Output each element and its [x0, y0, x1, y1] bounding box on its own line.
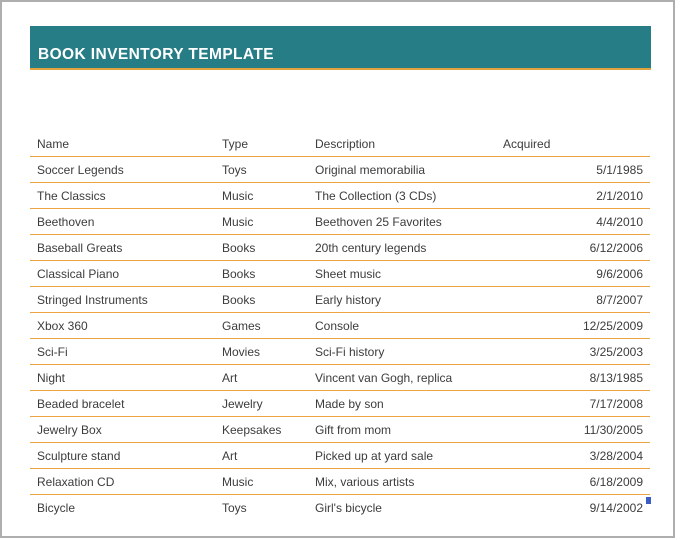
table-row: The Classics Music The Collection (3 CDs…	[30, 182, 650, 209]
cell-description[interactable]: Original memorabilia	[315, 156, 503, 183]
table-row: Beethoven Music Beethoven 25 Favorites 4…	[30, 208, 650, 235]
cell-type[interactable]: Music	[222, 182, 315, 209]
cell-type[interactable]: Art	[222, 364, 315, 391]
cell-description[interactable]: Vincent van Gogh, replica	[315, 364, 503, 391]
cell-name[interactable]: Sci-Fi	[30, 338, 222, 365]
cell-type[interactable]: Toys	[222, 156, 315, 183]
cell-name[interactable]: Sculpture stand	[30, 442, 222, 469]
cell-type[interactable]: Books	[222, 234, 315, 261]
title-banner: BOOK INVENTORY TEMPLATE	[30, 26, 651, 70]
cell-name[interactable]: Classical Piano	[30, 260, 222, 287]
cell-type[interactable]: Music	[222, 208, 315, 235]
cell-type[interactable]: Jewelry	[222, 390, 315, 417]
page-title[interactable]: BOOK INVENTORY TEMPLATE	[38, 46, 274, 63]
cell-description[interactable]: Mix, various artists	[315, 468, 503, 495]
cell-acquired[interactable]: 9/6/2006	[503, 260, 650, 287]
cell-type[interactable]: Books	[222, 286, 315, 313]
cell-name[interactable]: Xbox 360	[30, 312, 222, 339]
cell-description[interactable]: Girl's bicycle	[315, 500, 382, 515]
cell-acquired[interactable]: 9/14/2002	[589, 500, 643, 515]
cell-acquired[interactable]: 8/13/1985	[503, 364, 650, 391]
cell-name[interactable]: Stringed Instruments	[30, 286, 222, 313]
cell-type[interactable]: Keepsakes	[222, 416, 315, 443]
cell-description[interactable]: Gift from mom	[315, 416, 503, 443]
cell-description[interactable]: Made by son	[315, 390, 503, 417]
cell-description[interactable]: Console	[315, 312, 503, 339]
cell-acquired[interactable]: 2/1/2010	[503, 182, 650, 209]
table-row: Baseball Greats Books 20th century legen…	[30, 234, 650, 261]
cell-acquired[interactable]: 6/18/2009	[503, 468, 650, 495]
cell-acquired[interactable]: 3/25/2003	[503, 338, 650, 365]
cell-type[interactable]: Toys	[222, 500, 247, 515]
table-header-row: Name Type Description Acquired	[30, 132, 650, 157]
cell-name[interactable]: Beaded bracelet	[30, 390, 222, 417]
table-row: Sculpture stand Art Picked up at yard sa…	[30, 442, 650, 469]
cell-description[interactable]: Early history	[315, 286, 503, 313]
table-row: Jewelry Box Keepsakes Gift from mom 11/3…	[30, 416, 650, 443]
table-row: Relaxation CD Music Mix, various artists…	[30, 468, 650, 495]
table-row: Sci-Fi Movies Sci-Fi history 3/25/2003	[30, 338, 650, 365]
cell-description[interactable]: Beethoven 25 Favorites	[315, 208, 503, 235]
table-row: Soccer Legends Toys Original memorabilia…	[30, 156, 650, 183]
cell-name[interactable]: Relaxation CD	[30, 468, 222, 495]
cell-acquired[interactable]: 5/1/1985	[503, 156, 650, 183]
cell-name[interactable]: Baseball Greats	[30, 234, 222, 261]
cell-type[interactable]: Music	[222, 468, 315, 495]
col-header-name[interactable]: Name	[30, 132, 222, 157]
col-header-acquired[interactable]: Acquired	[503, 132, 650, 157]
cell-type[interactable]: Art	[222, 442, 315, 469]
table-row: Bicycle Toys Girl's bicycle 9/14/2002	[30, 495, 650, 521]
cell-description[interactable]: 20th century legends	[315, 234, 503, 261]
cell-acquired[interactable]: 6/12/2006	[503, 234, 650, 261]
cell-type[interactable]: Games	[222, 312, 315, 339]
table-row: Night Art Vincent van Gogh, replica 8/13…	[30, 364, 650, 391]
cell-acquired[interactable]: 12/25/2009	[503, 312, 650, 339]
cell-type[interactable]: Books	[222, 260, 315, 287]
cell-name[interactable]: Soccer Legends	[30, 156, 222, 183]
cell-name[interactable]: The Classics	[30, 182, 222, 209]
cell-description[interactable]: The Collection (3 CDs)	[315, 182, 503, 209]
inventory-table: Name Type Description Acquired Soccer Le…	[30, 132, 650, 520]
cell-description[interactable]: Sci-Fi history	[315, 338, 503, 365]
table-row: Classical Piano Books Sheet music 9/6/20…	[30, 260, 650, 287]
cell-acquired[interactable]: 4/4/2010	[503, 208, 650, 235]
cell-acquired[interactable]: 8/7/2007	[503, 286, 650, 313]
table-row: Xbox 360 Games Console 12/25/2009	[30, 312, 650, 339]
table-row: Beaded bracelet Jewelry Made by son 7/17…	[30, 390, 650, 417]
fill-handle-icon[interactable]	[646, 497, 651, 504]
cell-name[interactable]: Jewelry Box	[30, 416, 222, 443]
cell-type[interactable]: Movies	[222, 338, 315, 365]
cell-acquired[interactable]: 3/28/2004	[503, 442, 650, 469]
table-row: Stringed Instruments Books Early history…	[30, 286, 650, 313]
cell-description[interactable]: Picked up at yard sale	[315, 442, 503, 469]
cell-name[interactable]: Night	[30, 364, 222, 391]
col-header-type[interactable]: Type	[222, 132, 315, 157]
cell-name[interactable]: Beethoven	[30, 208, 222, 235]
cell-acquired[interactable]: 7/17/2008	[503, 390, 650, 417]
col-header-description[interactable]: Description	[315, 132, 503, 157]
cell-acquired[interactable]: 11/30/2005	[503, 416, 650, 443]
cell-name[interactable]: Bicycle	[37, 500, 76, 515]
cell-description[interactable]: Sheet music	[315, 260, 503, 287]
